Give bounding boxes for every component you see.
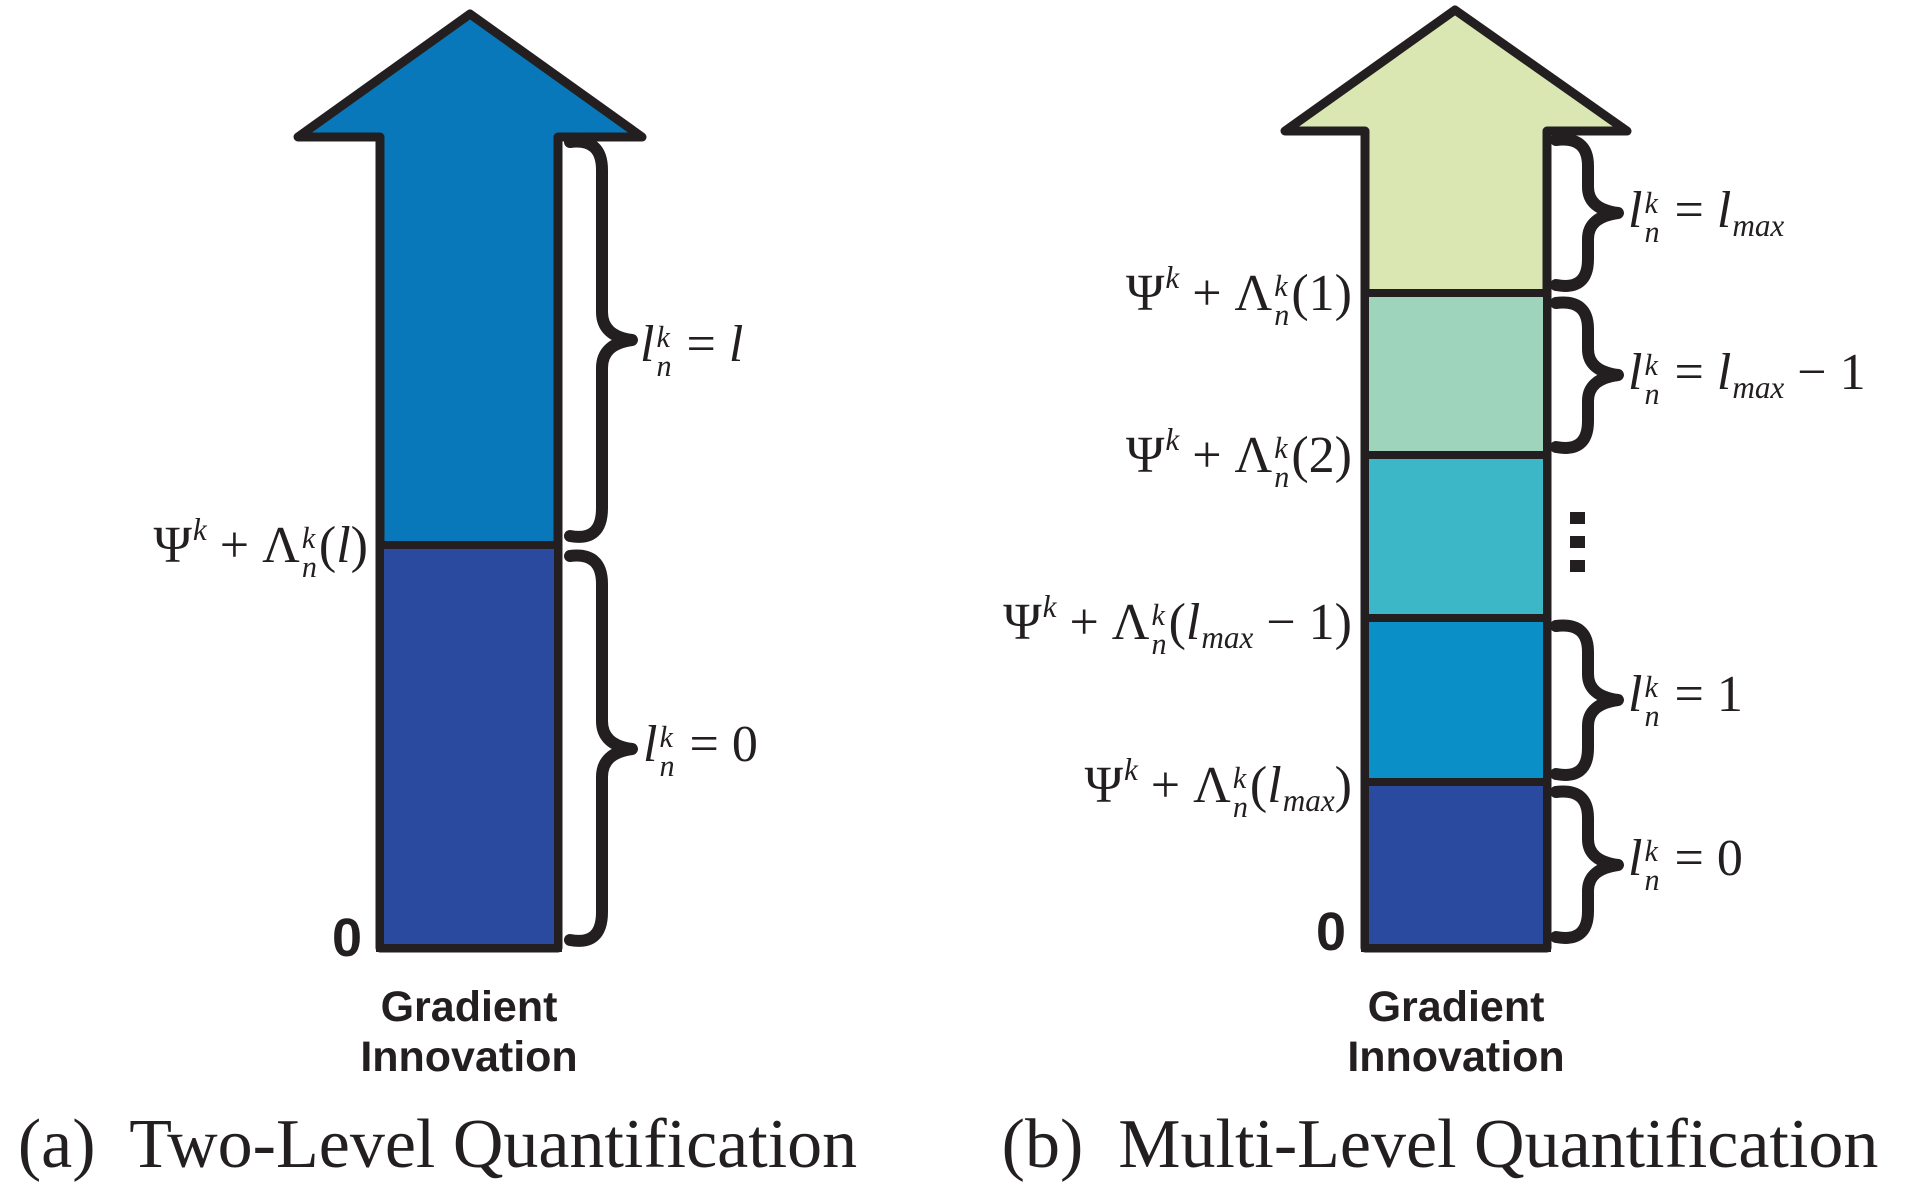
right-caption: (b) Multi-Level Quantification [1001,1106,1879,1183]
right-brace-4 [1550,785,1624,944]
vertical-ellipsis-icon [1570,512,1585,572]
right-segment-2 [1361,289,1551,459]
left-lower-brace [564,549,638,947]
right-brace-1 [1550,133,1624,292]
right-segment-3 [1361,451,1551,622]
left-axis-label-line2: Innovation [360,1033,578,1081]
left-origin-label: 0 [331,908,362,968]
right-origin-label: 0 [1315,902,1346,962]
left-axis-label-line1: Gradient [380,983,558,1031]
right-brace-2 [1550,296,1624,454]
left-axis-label: Gradient Innovation [319,982,619,1082]
right-axis-label: Gradient Innovation [1306,982,1606,1082]
right-segment-5 [1361,778,1551,952]
right-brace-3 [1550,619,1624,781]
right-axis-label-line2: Innovation [1347,1033,1565,1081]
left-upper-brace [564,135,638,543]
left-lower-segment [376,541,562,952]
left-caption: (a) Two-Level Quantification [17,1106,858,1183]
right-segment-4 [1361,614,1551,786]
right-axis-label-line1: Gradient [1367,983,1545,1031]
